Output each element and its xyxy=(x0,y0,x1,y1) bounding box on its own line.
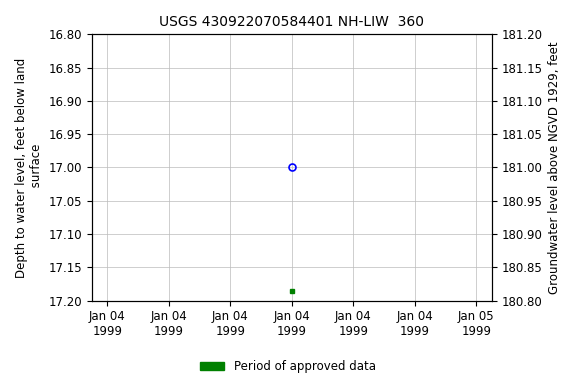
Legend: Period of approved data: Period of approved data xyxy=(196,356,380,378)
Title: USGS 430922070584401 NH-LIW  360: USGS 430922070584401 NH-LIW 360 xyxy=(160,15,425,29)
Y-axis label: Groundwater level above NGVD 1929, feet: Groundwater level above NGVD 1929, feet xyxy=(548,41,561,294)
Y-axis label: Depth to water level, feet below land
 surface: Depth to water level, feet below land su… xyxy=(15,57,43,278)
